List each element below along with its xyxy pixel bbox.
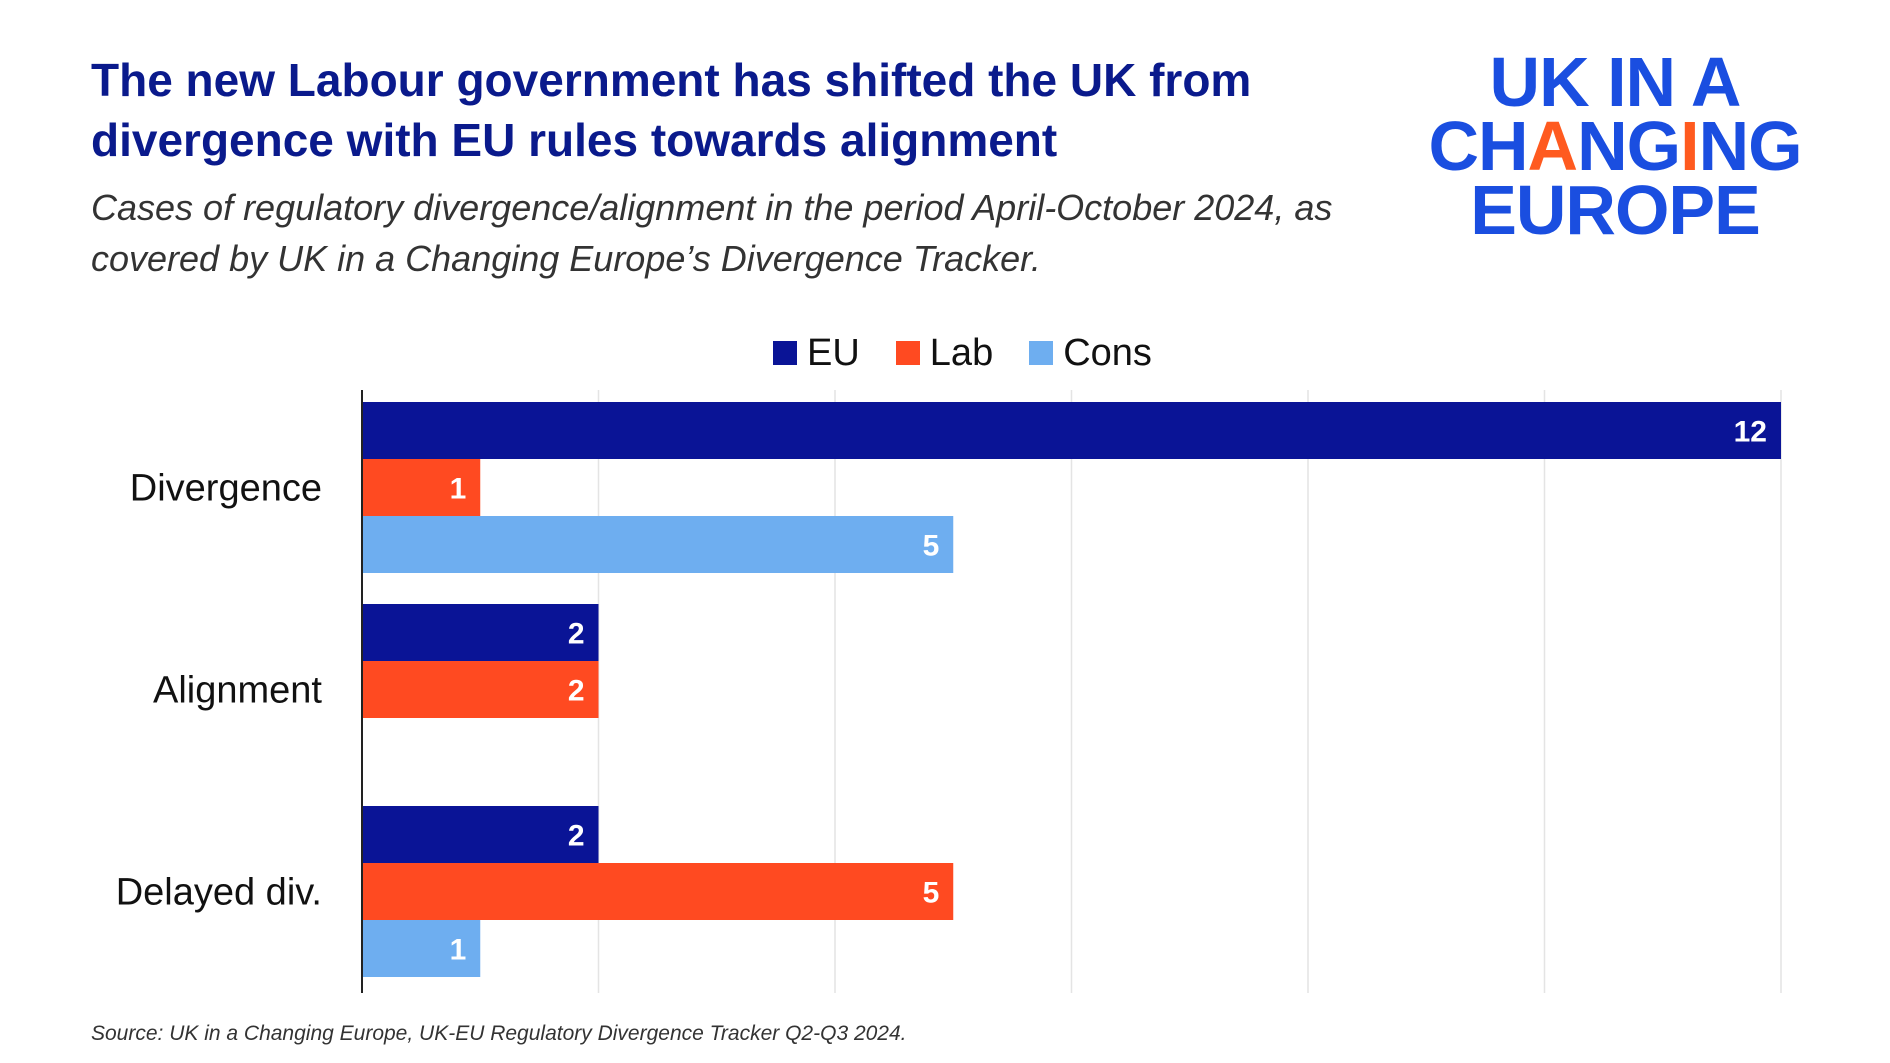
bar (362, 661, 599, 718)
logo-line-2: CHANGING (1415, 111, 1815, 181)
legend-item-lab: Lab (895, 331, 994, 375)
legend-swatch-cons (1029, 341, 1054, 365)
bar (362, 516, 954, 573)
category-label: Delayed div. (116, 872, 322, 914)
bar (362, 806, 599, 863)
data-label: 2 (568, 820, 585, 853)
uk-in-a-changing-europe-logo: UK IN A CHANGING EUROPE (1415, 43, 1815, 249)
legend-item-eu: EU (773, 332, 860, 375)
chart-legend: EU Lab Cons (773, 330, 1152, 376)
logo-line-1: UK IN A (1489, 43, 1742, 121)
bar (362, 459, 481, 516)
legend-item-cons: Cons (1029, 332, 1152, 375)
logo-line-3: EUROPE (1470, 171, 1761, 249)
bar (362, 920, 481, 977)
logo-text: NG (1698, 107, 1803, 185)
category-label: Alignment (153, 670, 322, 712)
logo-text: NG (1577, 107, 1681, 185)
logo-accent-letter: A (1527, 107, 1579, 185)
data-label: 2 (568, 618, 585, 651)
chart-subtitle: Cases of regulatory divergence/alignment… (91, 187, 1333, 279)
data-label: 12 (1734, 416, 1767, 449)
data-label: 5 (923, 530, 940, 563)
bar (362, 863, 954, 920)
legend-label-lab: Lab (929, 331, 994, 374)
data-label: 1 (450, 473, 467, 506)
chart-title: The new Labour government has shifted th… (91, 54, 1252, 166)
category-label: Divergence (130, 468, 322, 510)
data-label: 2 (568, 675, 585, 708)
legend-swatch-eu (773, 341, 797, 365)
logo-text: CH (1428, 107, 1528, 185)
legend-swatch-lab (895, 341, 920, 365)
legend-label-cons: Cons (1063, 331, 1152, 374)
data-label: 5 (923, 877, 940, 910)
legend-label-eu: EU (807, 331, 860, 374)
logo-accent-letter: I (1680, 107, 1699, 185)
data-label: 1 (450, 934, 467, 967)
source-note: Source: UK in a Changing Europe, UK-EU R… (91, 1022, 907, 1045)
bar (362, 402, 1781, 459)
bar (362, 604, 599, 661)
